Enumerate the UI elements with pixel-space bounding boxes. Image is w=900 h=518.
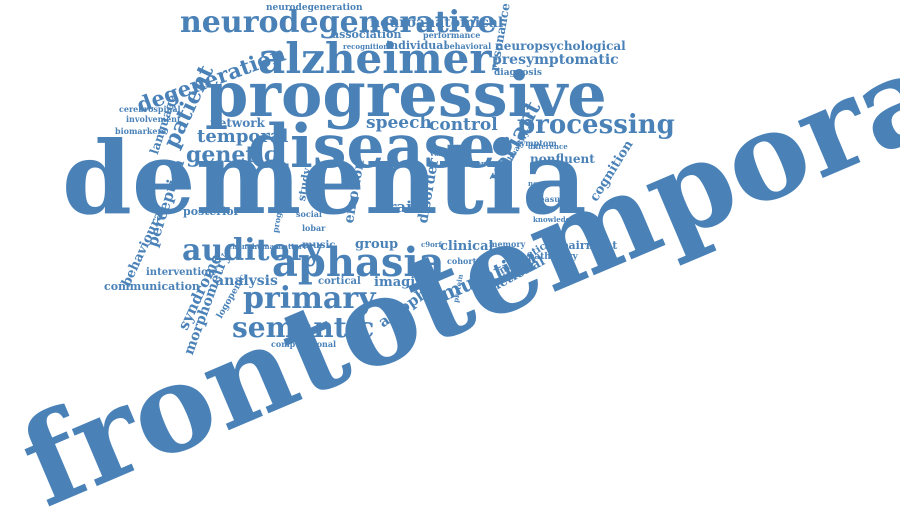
word-computational: computational — [271, 339, 337, 349]
word-dementia: dementia — [62, 119, 587, 237]
word-aphasia: aphasia — [272, 239, 445, 286]
word-temporal: temporal — [197, 126, 289, 147]
word-intervention: intervention — [146, 267, 216, 278]
word-human: human — [252, 242, 280, 251]
word-imaging: imaging — [374, 275, 434, 290]
word-genetic: genetic — [186, 142, 278, 168]
word-impairment: impairment — [545, 239, 618, 252]
word-group: group — [355, 237, 399, 252]
word-presymptomatic: presymptomatic — [492, 52, 619, 68]
word-auditory: auditory — [182, 233, 323, 268]
word-biomarkers: biomarkers — [115, 126, 167, 136]
word-nonfluent: nonfluent — [530, 152, 595, 166]
word-cerebrospinal: cerebrospinal — [119, 104, 181, 114]
word-neurology: neurology — [528, 179, 568, 188]
word-alzheimer: alzheimer — [258, 34, 492, 83]
word-neurodegeneration: neurodegeneration — [266, 3, 363, 13]
word-measure: measure — [531, 194, 570, 204]
word-symptom: symptom — [516, 138, 557, 148]
word-matter: matter — [276, 242, 303, 251]
word-pathology: pathology — [528, 252, 578, 262]
word-behavioral: behavioral — [444, 41, 492, 51]
word-performance: performance — [423, 30, 481, 40]
word-analysis: analysis — [215, 273, 278, 289]
word-brain: brain — [378, 198, 423, 216]
word-memory: memory — [489, 239, 526, 249]
word-processing: processing — [517, 110, 675, 140]
word-communication: communication — [104, 280, 200, 293]
word-diagnosis: diagnosis — [494, 68, 542, 78]
word-posterior: posterior — [183, 205, 240, 218]
word-progressive: progressive — [205, 58, 607, 131]
word-volume: volume — [430, 149, 459, 158]
word-disease: disease — [248, 112, 496, 182]
word-neuropsychological: neuropsychological — [495, 39, 626, 53]
word-semantic: semantic — [232, 311, 375, 344]
word-c9orf: c9orf — [421, 240, 442, 249]
word-primary: primary — [243, 281, 376, 316]
word-control: control — [429, 115, 498, 135]
word-music: music — [302, 240, 336, 251]
word-change: change — [228, 242, 257, 251]
word-involvement: involvement — [126, 114, 181, 124]
word-network: network — [210, 116, 265, 130]
word-lobar: lobar — [302, 223, 326, 233]
word-social: social — [296, 209, 322, 219]
word-individual: individual — [386, 39, 448, 52]
word-neurodegenerative: neurodegenerative — [180, 5, 497, 40]
word-control-small: control — [472, 159, 501, 168]
word-knowledge: knowledge — [533, 215, 575, 224]
word-cortical: cortical — [318, 276, 361, 287]
word-association: association — [332, 28, 402, 41]
word-neuroanatomical: neuroanatomical — [370, 15, 504, 31]
word-speech: speech — [366, 113, 432, 133]
word-difference: difference — [528, 142, 568, 151]
word-cohort: cohort — [447, 256, 477, 266]
word-clinical: clinical — [440, 239, 494, 254]
word-recognition: recognition — [343, 42, 389, 51]
